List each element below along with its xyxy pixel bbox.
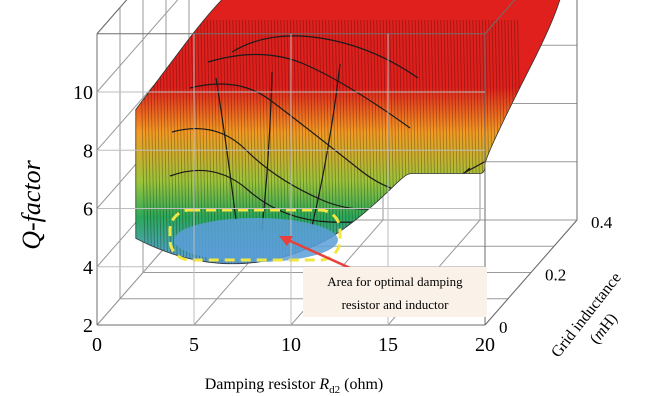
surface-outline (135, 0, 561, 265)
x-axis-label-subscript: d2 (329, 384, 340, 396)
x-tick-label: 0 (92, 334, 102, 356)
front-frame (96, 0, 578, 326)
y-axis-label: Q-factor (17, 159, 46, 249)
y-axis-ticks: 2 4 6 8 10 (73, 82, 93, 337)
x-axis-label: Damping resistor Rd2 (ohm) (205, 376, 384, 396)
z-axis-label: Grid inductance (mH) (548, 270, 625, 361)
y-tick-label: 4 (83, 257, 93, 279)
annotation-line-2: resistor and inductor (342, 297, 450, 312)
x-axis-label-unit: (ohm) (340, 376, 383, 393)
optimal-area-highlight (168, 208, 342, 262)
annotation-arrow (287, 238, 351, 270)
z-tick-label: 0.2 (545, 266, 566, 285)
x-tick-label: 10 (281, 334, 301, 356)
surface-contour (231, 35, 419, 79)
z-tick-label: 0.4 (591, 213, 613, 232)
annotation-line-1: Area for optimal damping (327, 274, 463, 289)
annotation-arrow-head (279, 236, 293, 246)
y-tick-label: 6 (83, 199, 93, 221)
z-axis-unit-rest: H) (597, 310, 621, 334)
annotation: Area for optimal damping resistor and in… (279, 236, 487, 317)
y-tick-label: 2 (83, 315, 93, 337)
y-tick-label: 10 (73, 82, 93, 104)
x-axis-label-symbol: R (318, 376, 329, 393)
x-tick-label: 15 (378, 334, 398, 356)
optimal-area (174, 218, 338, 262)
surface-contour (207, 53, 411, 129)
annotation-box (303, 267, 487, 317)
x-tick-label: 5 (189, 334, 199, 356)
x-axis-label-prefix: Damping resistor (205, 376, 320, 393)
x-tick-label: 20 (475, 334, 495, 356)
z-tick-label: 0 (499, 318, 508, 337)
surface-fill (135, 0, 560, 264)
x-axis-ticks: 0 5 10 15 20 (92, 334, 495, 356)
z-axis-ticks: 0 0.2 0.4 (499, 213, 613, 337)
y-tick-label: 8 (83, 140, 93, 162)
